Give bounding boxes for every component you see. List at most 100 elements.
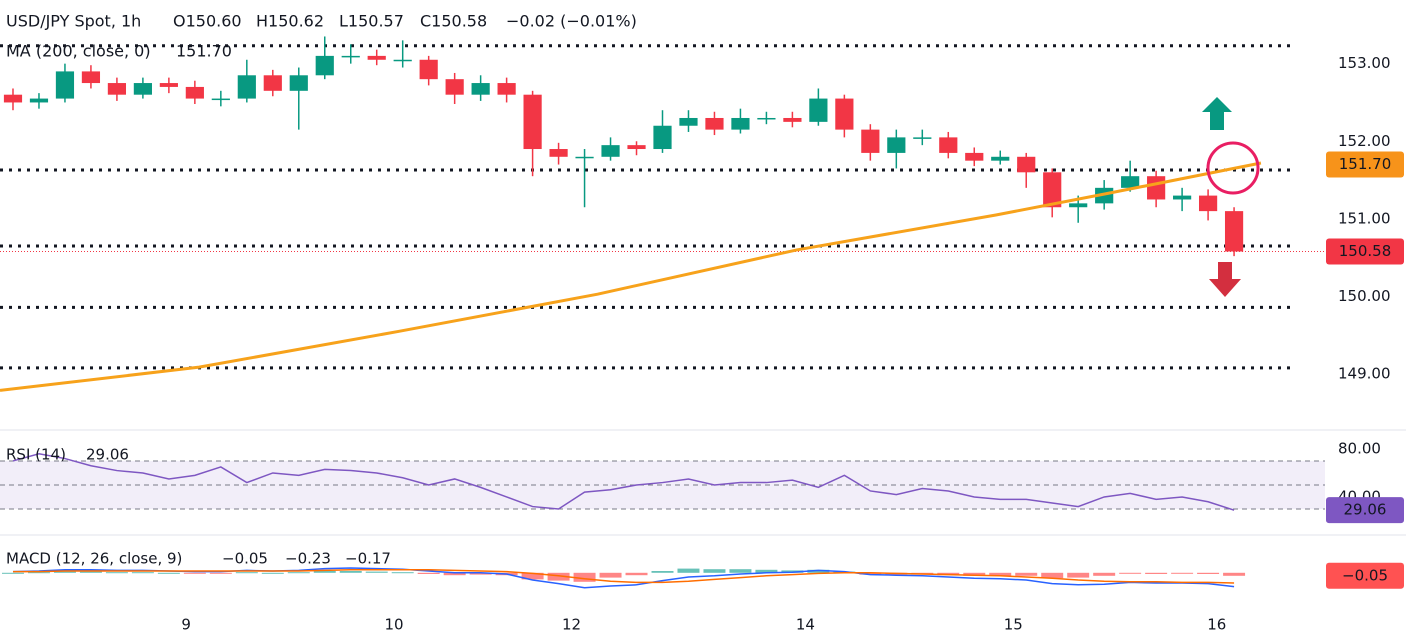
ma-line [0, 161, 1262, 392]
price-box [1326, 562, 1404, 589]
candle-body [237, 75, 256, 99]
price-box [1326, 151, 1404, 178]
macd-hist-bar [1223, 572, 1246, 576]
candle-body [783, 117, 802, 122]
symbol: USD/JPY Spot, 1h [6, 12, 141, 31]
y-tick-label: 151.00 [1338, 209, 1391, 227]
candle-body [263, 75, 282, 91]
macd-hist-bar [157, 572, 180, 574]
y-tick-label: 80.00 [1338, 439, 1381, 457]
macd-hist-bar [209, 572, 232, 574]
macd-hist-bar [339, 571, 362, 573]
rsi-title: RSI (14) [6, 446, 66, 464]
macd-hist-bar [729, 569, 752, 573]
candle-body [497, 83, 516, 95]
candle-body [211, 98, 230, 101]
candle-body [1224, 211, 1244, 252]
candle-body [1147, 176, 1166, 200]
rsi-value: 29.06 [86, 446, 129, 464]
y-tick-label: 150.00 [1338, 287, 1391, 305]
candle-body [757, 117, 776, 120]
candle-body [185, 86, 204, 99]
ohlc-open: O150.60 [173, 12, 242, 31]
macd-hist-bar [391, 572, 414, 574]
macd-hist-bar [417, 572, 440, 574]
macd-hist-bar [859, 572, 882, 575]
macd-hist-bar [1093, 572, 1116, 576]
candle-body [55, 71, 75, 99]
macd-value: −0.23 [285, 550, 331, 568]
price-box-label: 150.58 [1339, 242, 1392, 260]
macd-hist-bar [1171, 572, 1194, 574]
candle-body [575, 156, 594, 159]
price-box [1326, 497, 1404, 524]
candle-body [107, 83, 127, 95]
candle-body [549, 149, 568, 157]
candle-body [601, 145, 620, 157]
macd-hist-bar [1067, 572, 1090, 578]
candle-body [939, 137, 958, 153]
rsi-line [12, 452, 1235, 511]
macd-hist-bar [313, 571, 336, 573]
macd-hist-bar [1119, 572, 1142, 574]
macd-hist-bar [1145, 572, 1168, 574]
macd-hist-bar [599, 572, 622, 578]
macd-hist-bar [469, 572, 492, 575]
candle-body [991, 156, 1010, 161]
candle-body [315, 55, 334, 76]
macd-hist-bar [183, 572, 206, 574]
candle-body [1121, 176, 1140, 188]
x-tick-label: 9 [181, 616, 191, 634]
macd-hist-value: −0.05 [222, 550, 268, 568]
macd-hist-bar [1197, 572, 1220, 574]
macd-hist-bar [261, 572, 284, 574]
macd-hist-bar [573, 572, 596, 582]
candle-body [1069, 203, 1088, 208]
candle-body [887, 137, 906, 153]
candle-body [3, 94, 23, 103]
price-box [1326, 238, 1404, 265]
price-box-label: 29.06 [1344, 501, 1387, 519]
signal-value: −0.17 [345, 550, 391, 568]
candle-body [913, 137, 932, 139]
up-arrow [1202, 97, 1232, 130]
macd-hist-bar [365, 571, 388, 573]
candle-body [367, 55, 386, 60]
candle-body [341, 55, 360, 58]
candle-body [471, 83, 490, 95]
macd-hist-bar [1041, 572, 1064, 579]
ma-value: 151.70 [176, 42, 232, 61]
highlight-circle [1206, 141, 1260, 195]
x-tick-label: 12 [562, 616, 581, 634]
ohlc-low: L150.57 [339, 12, 404, 31]
candle-body [627, 145, 646, 150]
change: −0.02 (−0.01%) [506, 12, 637, 31]
macd-hist-bar [443, 572, 466, 576]
macd-hist-bar [989, 572, 1012, 576]
candle-body [1173, 195, 1192, 200]
candle-body [653, 125, 672, 150]
ohlc-high: H150.62 [256, 12, 324, 31]
x-tick-label: 16 [1207, 616, 1226, 634]
ma-label: MA (200, close, 0) [6, 42, 151, 61]
macd-hist-bar [235, 572, 258, 574]
down-arrow [1209, 262, 1241, 297]
macd-hist-bar [53, 571, 76, 573]
y-tick-label: 152.00 [1338, 132, 1391, 150]
candle-body [835, 98, 854, 130]
macd-hist-bar [79, 571, 102, 573]
y-tick-label: 153.00 [1338, 54, 1391, 72]
candle-body [133, 83, 152, 95]
macd-hist-bar [27, 572, 50, 574]
price-box-label: 151.70 [1339, 155, 1392, 173]
macd-hist-bar [703, 569, 726, 573]
candle-body [965, 152, 984, 161]
candle-body [29, 98, 49, 103]
x-tick-label: 10 [384, 616, 403, 634]
x-tick-label: 15 [1004, 616, 1023, 634]
candle-body [81, 71, 101, 84]
signal-line [12, 569, 1235, 584]
x-tick-label: 14 [796, 616, 815, 634]
